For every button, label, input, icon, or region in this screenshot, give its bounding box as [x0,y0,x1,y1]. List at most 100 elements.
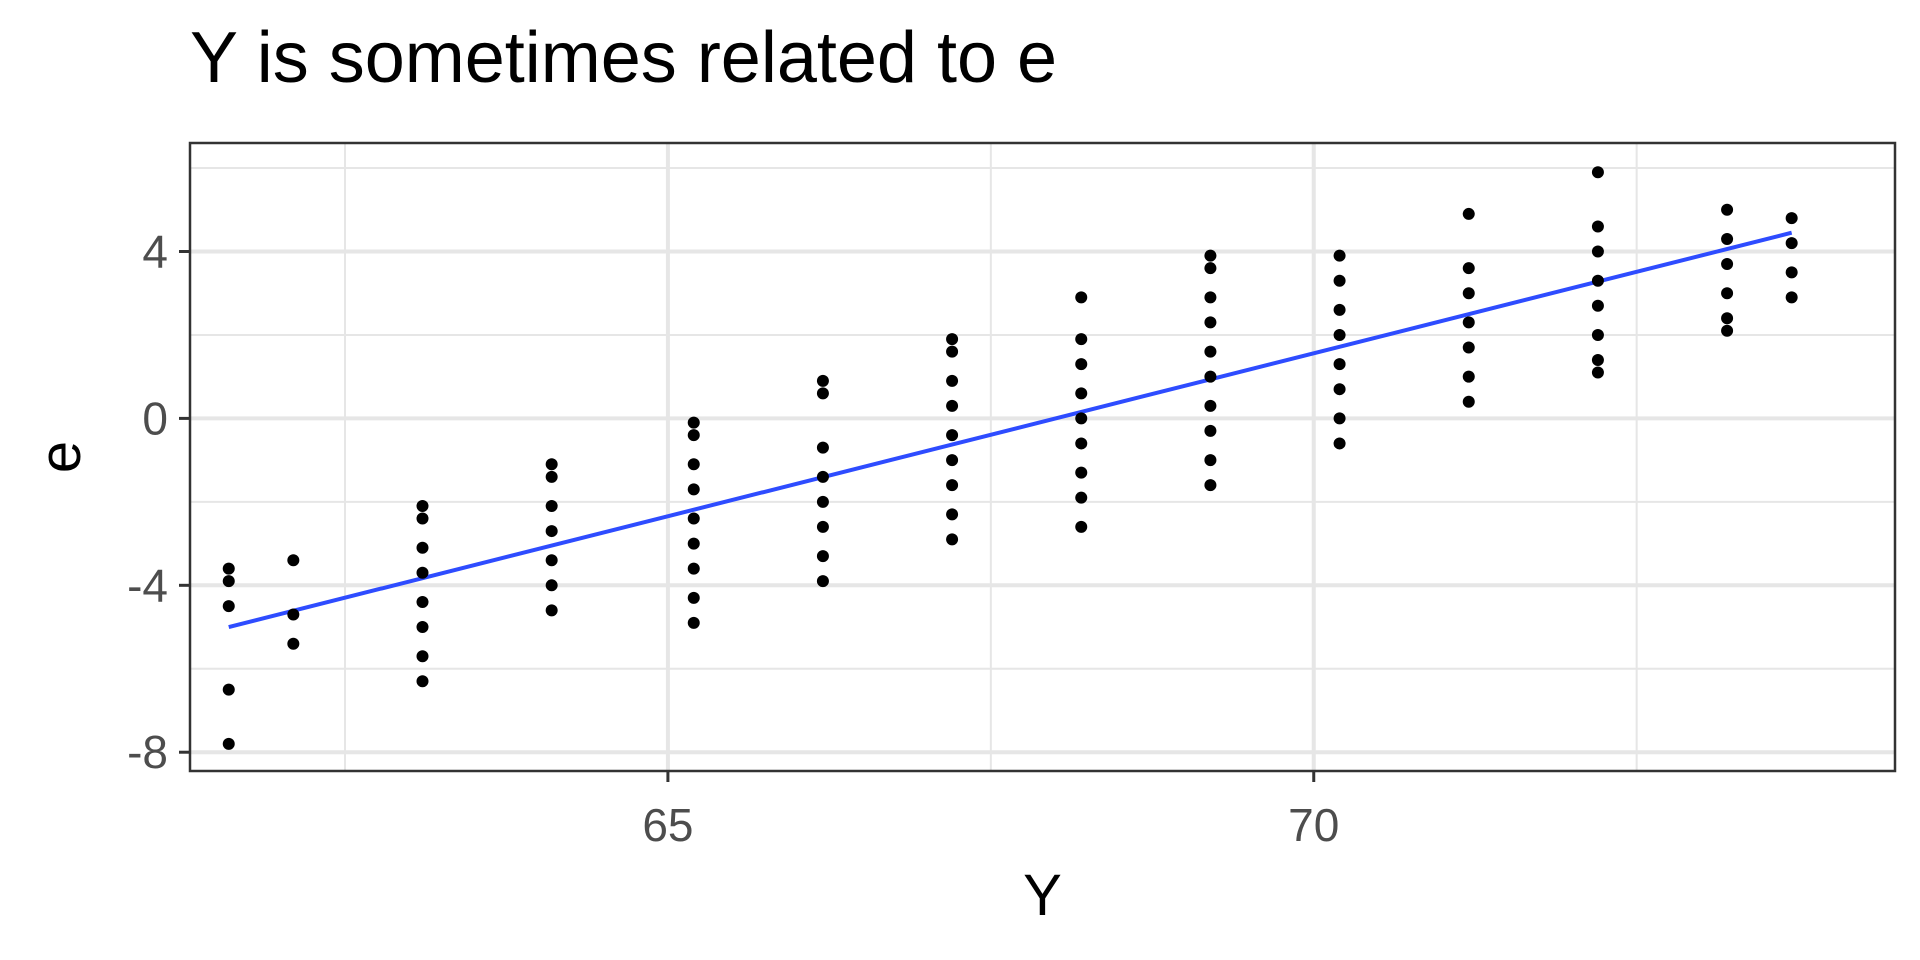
data-point [816,441,829,454]
data-point [222,600,235,613]
data-point [1462,341,1475,354]
chart-title: Y is sometimes related to e [190,18,1058,98]
data-point [1591,299,1604,312]
data-point [1721,258,1734,271]
x-axis: 65 70 [642,771,1339,851]
data-point [946,399,959,412]
data-point [687,483,700,496]
data-point [1333,274,1346,287]
data-point [545,458,558,471]
data-point [816,520,829,533]
data-point [1785,212,1798,225]
data-point [1075,520,1088,533]
data-point [1204,479,1217,492]
data-point [1721,203,1734,216]
major-gridlines [190,143,1895,771]
data-point [687,416,700,429]
y-axis-label: e [28,441,93,473]
data-point [1075,387,1088,400]
data-point [222,737,235,750]
data-point [946,508,959,521]
data-point [1333,437,1346,450]
data-point [545,470,558,483]
data-point [816,575,829,588]
data-point [1785,237,1798,250]
data-point [946,429,959,442]
data-point [1333,328,1346,341]
x-axis-label: Y [1023,863,1062,928]
y-tick-label: 4 [142,225,168,277]
data-point [1785,266,1798,279]
data-point [1333,383,1346,396]
data-point [1204,454,1217,467]
data-point [1462,316,1475,329]
x-tick-label: 65 [642,799,693,851]
data-point [416,541,429,554]
data-point [816,550,829,563]
data-point [687,562,700,575]
data-point [1591,220,1604,233]
data-point [222,575,235,588]
data-point [416,621,429,634]
data-point [1075,491,1088,504]
data-point [687,616,700,629]
data-point [1591,166,1604,179]
data-point [1591,366,1604,379]
data-point [946,454,959,467]
data-point [1075,358,1088,371]
data-point [222,683,235,696]
data-point [1462,370,1475,383]
data-point [1591,245,1604,258]
x-tick-label: 70 [1288,799,1339,851]
data-point [287,554,300,567]
data-point [1721,312,1734,325]
regression-line [228,230,1793,629]
data-point [1591,328,1604,341]
data-point [1204,316,1217,329]
data-point [416,675,429,688]
data-point [416,596,429,609]
data-point [1075,291,1088,304]
data-point [687,537,700,550]
data-point [687,591,700,604]
data-point [816,495,829,508]
data-point [687,429,700,442]
data-point [1462,395,1475,408]
data-point [1204,345,1217,358]
data-point [1721,287,1734,300]
data-point [1204,291,1217,304]
data-point [946,333,959,346]
data-point [1591,274,1604,287]
data-point [687,512,700,525]
data-point [687,458,700,471]
data-point [1075,437,1088,450]
data-point [545,500,558,513]
data-point [1204,249,1217,262]
data-point [1462,207,1475,220]
y-tick-label: 0 [142,392,168,444]
data-point [1333,412,1346,425]
data-point [1204,424,1217,437]
data-points [222,166,1798,750]
data-point [416,500,429,513]
data-point [816,470,829,483]
data-point [1075,412,1088,425]
data-point [1075,333,1088,346]
data-point [1333,303,1346,316]
data-point [946,479,959,492]
data-point [1785,291,1798,304]
minor-gridlines [190,143,1895,771]
data-point [816,387,829,400]
y-tick-label: -4 [127,559,168,611]
data-point [416,650,429,663]
data-point [1204,262,1217,275]
data-point [545,554,558,567]
data-point [1333,358,1346,371]
data-point [287,637,300,650]
y-tick-label: -8 [127,726,168,778]
data-point [545,604,558,617]
plot-panel [188,141,1897,773]
data-point [1333,249,1346,262]
data-point [545,525,558,538]
data-point [416,566,429,579]
